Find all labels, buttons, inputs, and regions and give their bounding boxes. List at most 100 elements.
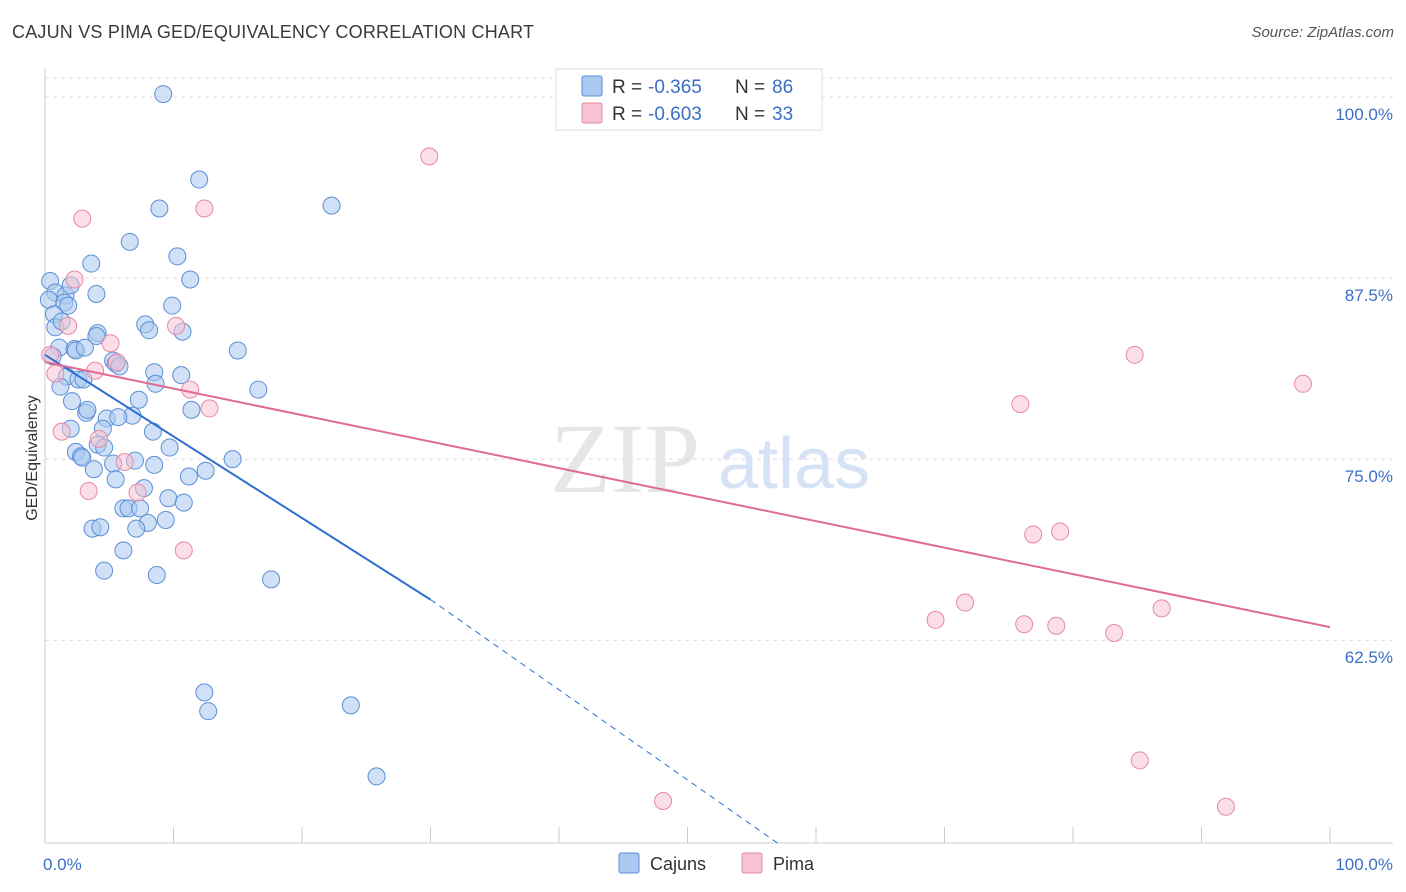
- cajuns-point-59: [84, 460, 103, 479]
- cajuns-point-79: [199, 702, 218, 721]
- pima-point-11: [107, 353, 126, 372]
- cajuns-point-78: [195, 683, 214, 702]
- cajuns-point-70: [156, 510, 175, 529]
- cajuns-trend-line: [44, 353, 432, 601]
- x-tick-label-max: 100.0%: [1335, 855, 1393, 874]
- pima-point-20: [128, 483, 147, 502]
- stats-legend: R = -0.365 N = 86 R = -0.603 N = 33: [555, 68, 823, 131]
- cajuns-point-42: [78, 400, 97, 419]
- scatter-points: [39, 85, 1313, 816]
- series-legend-label-cajuns: Cajuns: [650, 854, 706, 874]
- cajuns-trend-extension: [430, 599, 778, 844]
- cajuns-point-6: [82, 254, 101, 273]
- watermark-atlas: atlas: [718, 424, 870, 504]
- pima-point-3: [65, 270, 84, 289]
- stats-legend-r-value-cajuns: -0.365: [648, 77, 702, 98]
- y-tick-label-3: 100.0%: [1335, 105, 1393, 124]
- cajuns-point-21: [87, 326, 106, 345]
- series-legend: Cajuns Pima: [618, 852, 815, 874]
- chart-title: CAJUN VS PIMA GED/EQUIVALENCY CORRELATIO…: [12, 22, 535, 42]
- cajuns-point-18: [140, 321, 159, 340]
- pima-point-27: [1047, 616, 1066, 635]
- pima-point-30: [1130, 751, 1149, 770]
- pima-point-25: [926, 610, 945, 629]
- pima-point-14: [1125, 345, 1144, 364]
- chart-source: Source: ZipAtlas.com: [1251, 24, 1394, 41]
- watermark-zip: ZIP: [550, 403, 700, 514]
- pima-point-9: [46, 364, 65, 383]
- cajuns-point-3: [322, 196, 341, 215]
- y-tick-label-2: 87.5%: [1345, 286, 1393, 305]
- pima-point-29: [1152, 599, 1171, 618]
- stats-legend-n-value-cajuns: 86: [772, 77, 793, 98]
- stats-legend-n-label-pima: N =: [735, 104, 770, 125]
- pima-point-5: [167, 316, 186, 335]
- cajuns-point-48: [143, 422, 162, 441]
- cajuns-point-57: [145, 455, 164, 474]
- cajuns-point-8: [181, 270, 200, 289]
- pima-point-17: [89, 429, 108, 448]
- pima-point-13: [1011, 395, 1030, 414]
- cajuns-point-62: [106, 470, 125, 489]
- pima-point-1: [195, 199, 214, 218]
- pima-point-23: [1051, 522, 1070, 541]
- cajuns-point-73: [127, 519, 146, 538]
- series-legend-label-pima: Pima: [773, 854, 815, 874]
- stats-legend-r-value-pima: -0.603: [648, 104, 702, 125]
- pima-point-6: [101, 334, 120, 353]
- x-tick-label-min: 0.0%: [43, 855, 82, 874]
- stats-legend-r-label-pima: R =: [612, 104, 647, 125]
- cajuns-point-77: [262, 570, 281, 589]
- cajuns-point-40: [182, 400, 201, 419]
- cajuns-point-2: [150, 199, 169, 218]
- cajuns-point-61: [179, 467, 198, 486]
- cajuns-point-80: [341, 696, 360, 715]
- cajuns-point-14: [59, 296, 78, 315]
- cajuns-point-15: [163, 296, 182, 315]
- cajuns-point-72: [91, 518, 110, 537]
- cajuns-point-75: [95, 561, 114, 580]
- series-legend-swatch-pima: [741, 852, 763, 874]
- cajuns-point-76: [147, 566, 166, 585]
- pima-point-0: [420, 147, 439, 166]
- pima-point-31: [654, 791, 673, 810]
- cajuns-point-26: [228, 341, 247, 360]
- stats-legend-swatch-pima: [581, 102, 603, 124]
- stats-legend-r-label-cajuns: R =: [612, 77, 647, 98]
- cajuns-point-45: [109, 408, 128, 427]
- cajuns-point-50: [160, 438, 179, 457]
- pima-point-22: [1024, 525, 1043, 544]
- series-legend-swatch-cajuns: [618, 852, 640, 874]
- grid-lines: [45, 77, 1393, 641]
- cajuns-point-4: [120, 232, 139, 251]
- x-ticks: [44, 827, 1331, 843]
- pima-point-21: [174, 541, 193, 560]
- pima-point-4: [59, 316, 78, 335]
- cajuns-point-5: [168, 247, 187, 266]
- pima-point-10: [181, 380, 200, 399]
- stats-legend-swatch-cajuns: [581, 75, 603, 97]
- cajuns-point-64: [159, 489, 178, 508]
- y-tick-label-1: 75.0%: [1345, 467, 1393, 486]
- cajuns-point-85: [129, 390, 148, 409]
- pima-point-18: [115, 453, 134, 472]
- cajuns-point-58: [223, 450, 242, 469]
- y-tick-label-0: 62.5%: [1345, 648, 1393, 667]
- pima-point-12: [200, 399, 219, 418]
- pima-point-2: [73, 209, 92, 228]
- cajuns-point-38: [249, 380, 268, 399]
- pima-point-16: [52, 422, 71, 441]
- cajuns-point-74: [114, 541, 133, 560]
- pima-point-28: [1105, 623, 1124, 642]
- pima-trend-line: [44, 361, 1331, 629]
- cajuns-point-11: [87, 284, 106, 303]
- cajuns-point-65: [174, 493, 193, 512]
- pima-point-19: [79, 481, 98, 500]
- cajuns-point-1: [190, 170, 209, 189]
- cajuns-point-60: [196, 461, 215, 480]
- stats-legend-n-label-cajuns: N =: [735, 77, 770, 98]
- y-tick-labels: 62.5% 75.0% 87.5% 100.0%: [1335, 105, 1393, 667]
- cajuns-point-39: [62, 392, 81, 411]
- trend-lines: [44, 353, 1331, 844]
